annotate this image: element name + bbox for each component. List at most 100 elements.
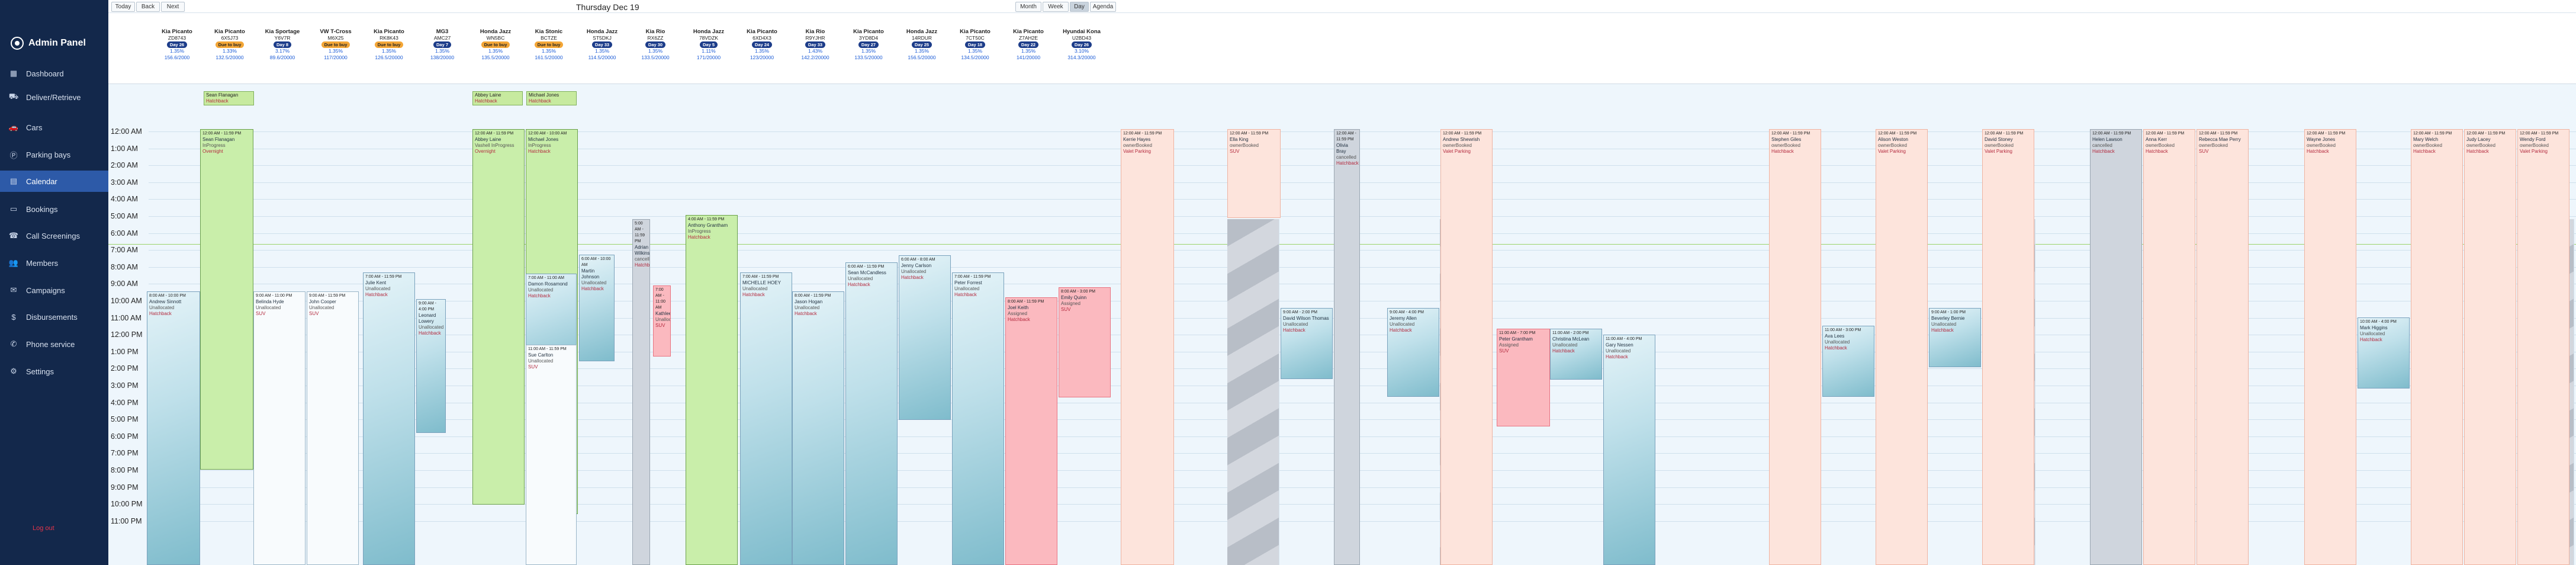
resource-column-header[interactable]: Honda Jazz ST5DKJ Day 33 1.35% 114.5/20000 [576,28,628,61]
event-status: ownerBooked [2146,143,2175,148]
booking-event[interactable]: 8:00 AM - 11:59 PM Joel Keith Assigned Hatc… [1005,297,1057,565]
day-view-button[interactable]: Day [1070,2,1089,12]
week-view-button[interactable]: Week [1043,2,1069,12]
sidebar-item-bookings[interactable]: ▭ Bookings [0,198,108,220]
resource-column-header[interactable]: Kia Stonic BCTZE Due to buy 1.35% 161.5/2000… [523,28,575,61]
agenda-view-button[interactable]: Agenda [1090,2,1116,12]
booking-event[interactable]: 12:00 AM - 11:59 PM Alison Weston ownerBoo… [1876,129,1928,565]
resource-column-header[interactable]: Hyundai Kona U2BD43 Day 26 3.10% 314.3/20000 [1056,28,1108,61]
resource-column-header[interactable]: Honda Jazz 14RDUR Day 25 1.35% 156.5/20000 [896,28,948,61]
booking-event[interactable]: 5:00 AM - 11:59 PM Adrian Wilkinsoncancel… [632,219,650,565]
booking-event[interactable]: 12:00 AM - 11:59 PM Olivia Bray cancelled H… [1334,129,1360,565]
booking-event[interactable]: 6:00 AM - 8:00 AM Jenny Carlson Unallocate… [899,255,951,420]
percentage: 1.35% [967,48,983,54]
sidebar-item-dashboard[interactable]: ▦ Dashboard [0,63,108,84]
percentage: 1.35% [328,48,343,54]
booking-event[interactable]: 12:00 AM - 11:59 PM Stephen Giles ownerBoo… [1769,129,1821,565]
booking-event[interactable]: 12:00 AM - 11:59 PM Sean Flanagan InProgre… [200,129,253,470]
event-time: 7:00 AM - 11:59 PM [954,275,991,279]
sidebar-item-deliver-retrieve[interactable]: ⛟ Deliver/Retrieve [0,86,108,108]
booking-event[interactable]: 12:00 AM - 11:59 PM Abbey Laine Vashell In… [472,129,525,505]
sidebar-item-label: Bookings [26,204,58,214]
booking-event[interactable]: 12:00 AM - 11:59 PM Anna Kerr ownerBooked H… [2143,129,2195,565]
allday-event[interactable]: Abbey Laine Hatchback [472,91,523,105]
booking-event[interactable]: 7:00 AM - 11:59 PM Julie Kent Unallocated H… [363,272,415,565]
allday-event[interactable]: Sean Flanagan Hatchback [204,91,254,105]
booking-event[interactable]: 12:00 AM - 11:59 PM Kerrie Hayes ownerBook… [1121,129,1174,565]
booking-event[interactable]: 11:00 AM - 11:59 PM Sue Carlton Unallocate… [526,345,577,565]
booking-event[interactable]: 9:00 AM - 11:00 PM Belinda Hyde Unallocate… [253,291,305,565]
booking-event[interactable]: 9:00 AM - 2:00 PM David Wilson Thomas Unal… [1281,308,1333,379]
sidebar-item-campaigns[interactable]: ✉ Campaigns [0,280,108,301]
event-customer: David Wilson Thomas [1283,316,1329,321]
booking-event[interactable]: 8:00 AM - 11:59 PM Jason Hogan Unallocated… [792,291,844,565]
hour-gridline [149,419,2576,420]
sidebar-item-call-screenings[interactable]: ☎ Call Screenings [0,225,108,246]
resource-column-header[interactable]: Kia Sportage Y6V7R Day 8 3.17% 89.6/20000 [256,28,308,61]
sidebar-item-parking-bays[interactable]: Ⓟ Parking bays [0,144,108,165]
resource-column-header[interactable]: Kia Picanto ZD8743 Day 26 1.35% 156.6/2000 [151,28,203,61]
month-view-button[interactable]: Month [1015,2,1041,12]
booking-event[interactable]: 12:00 AM - 11:59 PM Mary Welch ownerBooked… [2411,129,2463,565]
booking-event[interactable]: 12:00 AM - 11:59 PM Wendy Ford ownerBooked… [2517,129,2569,565]
resource-column-header[interactable]: Kia Picanto RK8K43 Due to buy 1.35% 126.5/20… [363,28,415,61]
booking-event[interactable]: 9:00 AM - 4:00 PM Leonard Lowery Unallocat… [416,299,446,433]
booking-event[interactable]: 12:00 AM - 11:59 PM Helen Lawson cancelled… [2090,129,2142,565]
event-time: 6:00 AM - 11:59 PM [848,265,885,269]
event-vehicle-type: Valet Parking [1123,149,1151,154]
resource-column-header[interactable]: Kia Picanto 3YD8D4 Day 27 1.35% 133.5/20000 [842,28,895,61]
booking-event[interactable]: 8:00 AM - 10:00 PM Andrew Sinnott Unalloca… [147,291,200,565]
sidebar-item-calendar[interactable]: ▤ Calendar [0,171,108,192]
app-title: Admin Panel [28,38,86,48]
booking-event[interactable]: 12:00 AM - 11:59 PM Wayne Jones ownerBooke… [2304,129,2356,565]
booking-event[interactable]: 6:00 AM - 11:59 PM Sean McCandless Unalloc… [845,262,898,565]
allday-event[interactable]: Michael Jones Hatchback [526,91,577,105]
next-button[interactable]: Next [161,2,185,12]
event-vehicle-type: Hatchback [1931,328,1954,333]
booking-event[interactable]: 8:00 AM - 3:00 PM Emily Quinn Assigned SUV [1059,287,1111,397]
booking-event[interactable]: 12:00 AM - 11:59 PM Ella King ownerBooked S… [1227,129,1281,218]
sidebar-item-phone-service[interactable]: ✆ Phone service [0,333,108,355]
event-time: 12:00 AM - 11:59 PM [202,131,242,136]
percentage: 1.35% [541,48,557,54]
sidebar-item-cars[interactable]: 🚗 Cars [0,117,108,138]
booking-event[interactable]: 9:00 AM - 1:00 PM Beverley Bernie Unalloca… [1929,308,1981,367]
back-button[interactable]: Back [136,2,160,12]
booking-event[interactable]: 7:00 AM - 11:00 AMKathleenUnallocatedSUV [653,285,671,357]
car-model: Kia Rio [645,28,665,35]
booking-event[interactable]: 7:00 AM - 11:59 PM Peter Forrest Unallocat… [952,272,1004,565]
resource-column-header[interactable]: VW T-Cross M6X25 Due to buy 1.35% 117/20000 [310,28,362,61]
resource-column-header[interactable]: Kia Rio R9YJHR Day 33 1.43% 142.2/20000 [789,28,841,61]
booking-event[interactable]: 11:00 AM - 3:00 PM Ava Lees Unallocated Hat… [1822,326,1874,397]
sidebar-item-members[interactable]: 👥 Members [0,252,108,274]
booking-event[interactable]: 12:00 AM - 11:59 PM David Stoney ownerBook… [1982,129,2034,565]
booking-event[interactable]: 6:00 AM - 10:00 AM Martin Johnson Unalloca… [579,255,615,361]
booking-event[interactable]: 9:00 AM - 4:00 PM Jeremy Allen Unallocated… [1387,308,1439,397]
booking-event[interactable]: 11:00 AM - 2:00 PM Christina McLean Unallo… [1550,329,1602,380]
booking-event[interactable]: 11:00 AM - 7:00 PM Peter Grantham Assigned… [1497,329,1550,426]
booking-event[interactable]: 9:00 AM - 11:59 PM John Cooper Unallocated… [307,291,359,565]
booking-event[interactable]: 10:00 AM - 4:00 PM Mark Higgins Unallocate… [2358,317,2410,389]
today-button[interactable]: Today [111,2,135,12]
booking-event[interactable]: 12:00 AM - 11:59 PM Judy Lacey ownerBooked… [2464,129,2516,565]
resource-column-header[interactable]: Kia Picanto 6X5J73 Due to buy 1.33% 132.5/20… [204,28,256,61]
booking-event[interactable]: 7:00 AM - 11:59 PM MICHELLE HOEY Unallocat… [740,272,792,565]
booking-event[interactable]: 12:00 AM - 11:59 PM Rebecca Mae Perry owne… [2196,129,2249,565]
resource-column-header[interactable]: Honda Jazz WN5BC Due to buy 1.35% 135.5/2000… [469,28,522,61]
event-status: Assigned [1061,301,1080,306]
resource-column-header[interactable]: Kia Picanto 7CT50C Day 18 1.35% 134.5/20000 [949,28,1001,61]
booking-event[interactable]: 4:00 AM - 11:59 PM Anthony Grantham InProg… [686,215,738,565]
resource-column-header[interactable]: MG3 AMC27 Day 7 1.35% 138/20000 [416,28,468,61]
resource-column-header[interactable]: Kia Picanto 6XD4X3 Day 24 1.35% 123/20000 [736,28,788,61]
booking-event[interactable]: 12:00 AM - 11:59 PM Andrew Shewrish ownerB… [1440,129,1493,565]
booking-event[interactable]: 11:00 AM - 4:00 PM Gary Nessen Unallocated… [1603,335,1655,565]
car-model: Kia Picanto [1013,28,1044,35]
sidebar-item-settings[interactable]: ⚙ Settings [0,361,108,382]
resource-column-header[interactable]: Honda Jazz 78VDZK Day 5 1.11% 171/20000 [683,28,735,61]
resource-column-header[interactable]: Kia Picanto Z7AH2E Day 22 1.35% 141/20000 [1002,28,1054,61]
sidebar-item-disbursements[interactable]: $ Disbursements [0,306,108,328]
resource-column-header[interactable]: Kia Rio RX6ZZ Day 30 1.35% 133.5/20000 [629,28,681,61]
logout-button[interactable]: Log out [33,525,54,532]
event-status: Vashell InProgress [475,143,514,148]
event-vehicle-type: SUV [309,311,319,316]
